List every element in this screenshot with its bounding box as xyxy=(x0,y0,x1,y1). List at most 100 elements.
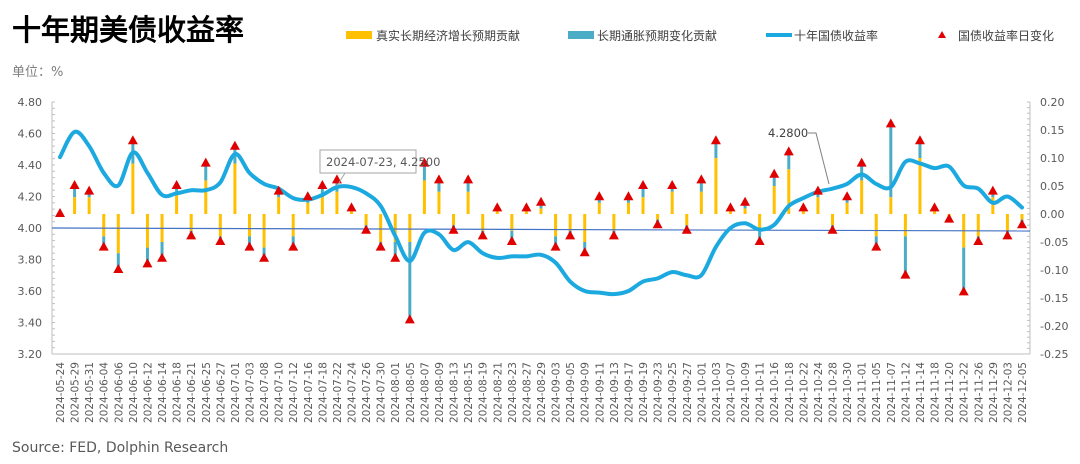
daily-change-triangle xyxy=(244,241,255,251)
daily-change-triangle xyxy=(914,135,925,145)
x-tick-label: 2024-09-23 xyxy=(653,362,665,423)
daily-change-triangle xyxy=(433,174,444,184)
real-contribution-bar xyxy=(233,163,237,214)
daily-change-triangle xyxy=(608,230,619,240)
inflation-contribution-bar xyxy=(772,174,776,186)
inflation-contribution-bar xyxy=(699,180,703,192)
x-tick-label: 2024-08-01 xyxy=(390,362,402,423)
contribution-bars xyxy=(58,124,1024,321)
real-contribution-bar xyxy=(685,214,689,226)
daily-change-triangle xyxy=(536,196,546,206)
legend-swatch-real xyxy=(346,31,372,39)
daily-change-triangle xyxy=(404,314,415,324)
daily-change-triangle xyxy=(579,247,590,257)
daily-change-triangle xyxy=(521,202,532,212)
x-tick-label: 2024-07-24 xyxy=(347,362,359,423)
daily-change-triangle xyxy=(827,224,838,234)
x-tick-label: 2024-08-07 xyxy=(419,362,431,423)
annotation-text: 2024-07-23, 4.2500 xyxy=(326,155,440,169)
legend-label-real: 真实长期经济增长预期贡献 xyxy=(376,28,520,43)
x-tick-label: 2024-06-27 xyxy=(215,362,227,423)
x-tick-label: 2024-10-01 xyxy=(696,362,708,423)
baseline-4-00 xyxy=(51,227,1031,232)
real-contribution-bar xyxy=(87,197,91,214)
x-tick-label: 2024-07-03 xyxy=(244,362,256,423)
x-tick-label: 2024-07-30 xyxy=(376,362,388,423)
x-tick-label: 2024-08-13 xyxy=(449,362,461,423)
daily-change-triangle xyxy=(361,224,372,234)
right-tick-label: 0.20 xyxy=(1040,96,1065,109)
right-tick-label: -0.15 xyxy=(1040,292,1068,305)
real-contribution-bar xyxy=(991,197,995,214)
x-tick-label: 2024-05-24 xyxy=(55,362,67,423)
real-contribution-bar xyxy=(1020,214,1024,220)
unit-label: 单位：% xyxy=(12,65,63,80)
x-tick-label: 2024-12-05 xyxy=(1017,362,1029,423)
x-tick-label: 2024-08-19 xyxy=(478,362,490,423)
daily-change-triangle xyxy=(812,185,823,195)
real-contribution-bar xyxy=(597,202,601,214)
left-tick-label: 4.80 xyxy=(18,96,43,109)
x-tick-label: 2024-06-12 xyxy=(142,362,154,423)
x-axis-labels: 2024-05-24 2024-05-29 2024-05-31 2024-06-04… xyxy=(55,362,1029,423)
right-tick-label: -0.05 xyxy=(1040,236,1068,249)
annotation-leader xyxy=(336,172,346,187)
x-tick-label: 2024-08-15 xyxy=(463,362,475,423)
daily-change-triangle xyxy=(550,241,561,251)
inflation-contribution-bar xyxy=(160,242,164,259)
right-tick-label: 0.00 xyxy=(1040,208,1065,221)
inflation-contribution-bar xyxy=(641,186,645,198)
x-tick-label: 2024-08-27 xyxy=(521,362,533,423)
daily-change-triangle xyxy=(506,236,517,245)
daily-change-triangle xyxy=(1017,219,1027,229)
real-contribution-bar xyxy=(903,214,907,237)
daily-change-triangle xyxy=(638,180,649,189)
left-tick-label: 3.60 xyxy=(18,285,43,298)
daily-change-triangle xyxy=(463,174,474,184)
daily-change-triangle xyxy=(900,269,911,279)
legend-swatch-inflation xyxy=(568,31,594,39)
inflation-contribution-bar xyxy=(408,242,412,321)
real-contribution-bar xyxy=(1005,214,1009,231)
daily-change-triangle xyxy=(331,174,342,184)
inflation-contribution-bar xyxy=(860,163,864,181)
right-tick-label: -0.25 xyxy=(1040,348,1068,361)
left-tick-label: 4.00 xyxy=(18,222,43,235)
daily-change-triangle xyxy=(98,241,109,251)
real-contribution-bar xyxy=(787,169,791,214)
x-tick-label: 2024-07-10 xyxy=(274,362,286,423)
x-tick-label: 2024-11-14 xyxy=(915,362,927,423)
daily-change-triangle xyxy=(492,202,503,212)
real-contribution-bar xyxy=(670,191,674,214)
real-contribution-bar xyxy=(131,163,135,214)
legend-label-change: 国债收益率日变化 xyxy=(958,28,1054,43)
legend-swatch-change-triangle-icon xyxy=(938,31,946,38)
inflation-contribution-bar xyxy=(116,253,120,270)
inflation-contribution-bar xyxy=(787,152,791,170)
x-tick-label: 2024-10-22 xyxy=(798,362,810,423)
annotation-leader xyxy=(808,132,830,185)
x-tick-label: 2024-10-16 xyxy=(769,362,781,423)
inflation-contribution-bar xyxy=(320,186,324,198)
inflation-contribution-bar xyxy=(918,141,922,158)
daily-change-triangle xyxy=(667,180,678,189)
real-contribution-bar xyxy=(656,214,660,220)
real-contribution-bar xyxy=(714,158,718,214)
daily-change-triangle xyxy=(740,196,751,206)
daily-change-triangle xyxy=(885,118,896,128)
daily-change-triangle xyxy=(127,135,138,145)
real-contribution-bar xyxy=(699,191,703,214)
x-tick-label: 2024-07-08 xyxy=(259,362,271,423)
real-contribution-bar xyxy=(393,214,397,242)
inflation-contribution-bar xyxy=(204,163,208,181)
right-tick-label: -0.10 xyxy=(1040,264,1068,277)
annotation-box xyxy=(319,149,417,174)
real-contribution-bar xyxy=(364,214,368,226)
daily-change-triangle xyxy=(973,236,984,245)
daily-change-triangle xyxy=(142,258,153,268)
right-tick-label: 0.10 xyxy=(1040,152,1065,165)
real-contribution-bar xyxy=(320,197,324,214)
x-tick-label: 2024-06-14 xyxy=(157,362,169,423)
daily-change-triangle xyxy=(200,157,211,167)
